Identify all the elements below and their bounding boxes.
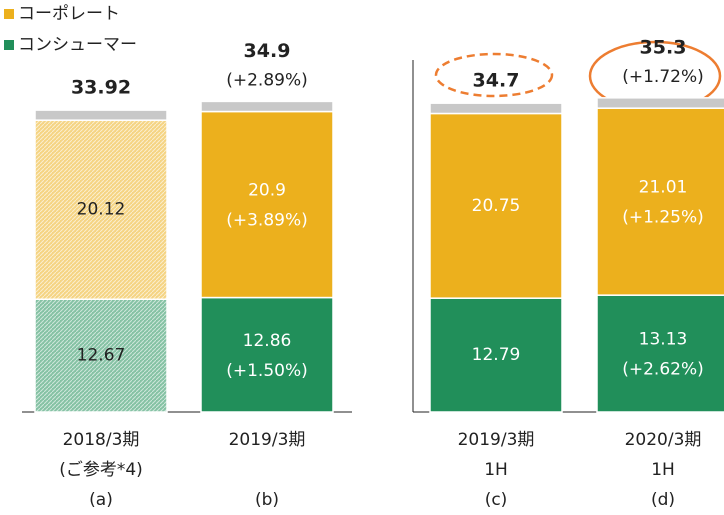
segment-label: 13.13 (639, 330, 688, 350)
x-letter: (c) (485, 490, 508, 510)
segment-label: 12.86 (243, 331, 292, 351)
total-label: 34.9 (244, 40, 291, 62)
total-label: 35.3 (640, 36, 687, 58)
bar-segment (200, 110, 334, 299)
bar-other (200, 100, 334, 113)
x-letter: (b) (255, 490, 279, 510)
segment-label: 20.75 (472, 196, 521, 216)
segment-label: 12.79 (472, 345, 521, 365)
legend-swatch (4, 40, 14, 50)
x-letter: (d) (651, 490, 675, 510)
bar-other (34, 109, 168, 121)
bar-segment (200, 296, 334, 413)
bar-segment (429, 112, 563, 299)
segment-change: (+3.89%) (226, 211, 308, 231)
hatch (35, 120, 167, 300)
bar-segment (596, 294, 724, 413)
segment-change: (+1.25%) (622, 208, 704, 228)
total-change: (+1.72%) (622, 67, 704, 87)
total-label: 33.92 (71, 77, 131, 99)
legend-label: コーポレート (18, 4, 120, 24)
segment-change: (+2.62%) (622, 360, 704, 380)
x-tick-label: 2018/3期 (63, 430, 140, 450)
x-tick-label: 2019/3期 (458, 430, 535, 450)
x-sublabel: 1H (484, 460, 508, 480)
segment-label: 20.9 (248, 181, 286, 201)
bar-other (596, 97, 724, 109)
x-tick-label: 2019/3期 (229, 430, 306, 450)
segment-label: 20.12 (77, 200, 126, 220)
legend-label: コンシューマー (18, 35, 137, 55)
total-change: (+2.89%) (226, 70, 308, 90)
segment-label: 21.01 (639, 178, 688, 198)
hatch (35, 299, 167, 412)
x-letter: (a) (89, 490, 113, 510)
x-sublabel: 1H (651, 460, 675, 480)
x-sublabel: (ご参考*4) (59, 460, 143, 480)
segment-label: 12.67 (77, 346, 126, 366)
bar-other (429, 102, 563, 115)
segment-change: (+1.50%) (226, 361, 308, 381)
x-tick-label: 2020/3期 (625, 430, 702, 450)
total-label: 34.7 (473, 70, 520, 92)
bar-segment (429, 297, 563, 413)
legend-swatch (4, 9, 14, 19)
highlight (434, 52, 554, 98)
bar-segment (596, 107, 724, 296)
